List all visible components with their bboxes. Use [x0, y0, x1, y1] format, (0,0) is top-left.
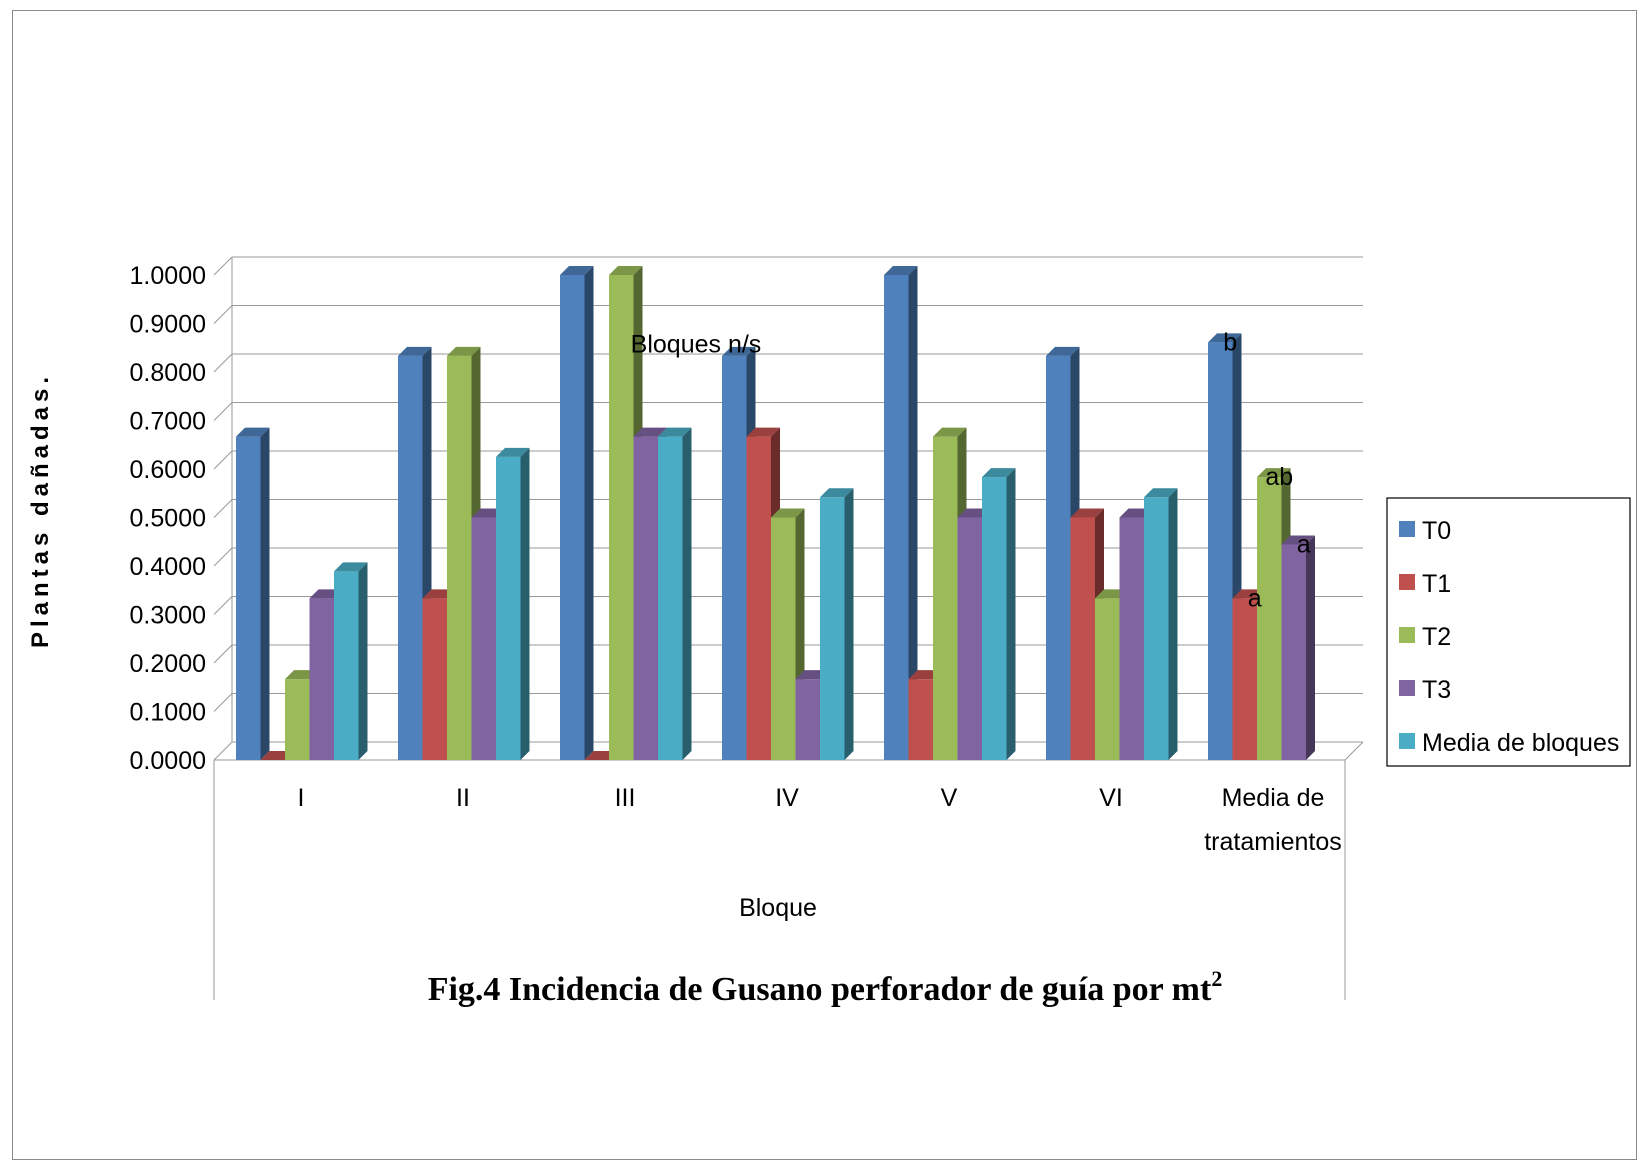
x-tick-label: VI [1099, 784, 1123, 812]
bars [236, 266, 1315, 760]
y-tick-label: 0.9000 [130, 311, 206, 339]
y-tick-label: 0.6000 [130, 456, 206, 484]
legend-label: T1 [1422, 570, 1451, 598]
legend-swatch [1399, 680, 1415, 696]
x-tick-label: IV [775, 784, 799, 812]
bar-media-de-bloques-3 [820, 488, 854, 760]
y-tick-label: 0.2000 [130, 650, 206, 678]
y-tick-label: 0.3000 [130, 602, 206, 630]
chart-title-superscript: 2 [1211, 966, 1222, 991]
legend-label: Media de bloques [1422, 729, 1619, 757]
legend-label: T2 [1422, 623, 1451, 651]
y-tick-label: 1.0000 [130, 262, 206, 290]
bar-media-de-bloques-0 [334, 562, 368, 760]
y-tick-label: 0.5000 [130, 505, 206, 533]
annotation: Bloques n/s [631, 331, 762, 359]
bar-media-de-bloques-2 [658, 427, 692, 760]
legend-swatch [1399, 574, 1415, 590]
bar-media-de-bloques-1 [496, 447, 530, 760]
legend-swatch [1399, 733, 1415, 749]
bar-t3-6 [1281, 535, 1315, 760]
x-axis-ticks: I II III IV V VI Media de tratamientos [298, 784, 1342, 856]
x-tick-label: II [456, 784, 470, 812]
x-tick-label: I [298, 784, 305, 812]
bar-media-de-bloques-4 [982, 468, 1016, 760]
annotation: a [1248, 584, 1262, 612]
y-axis-ticks: 0.0000 0.1000 0.2000 0.3000 0.4000 0.5000 0.60… [130, 262, 206, 775]
y-tick-label: 0.8000 [130, 359, 206, 387]
bar-t0-4 [884, 266, 918, 760]
legend-label: T3 [1422, 676, 1451, 704]
bar-t0-2 [560, 266, 594, 760]
legend-swatch [1399, 627, 1415, 643]
annotation: ab [1265, 463, 1293, 491]
legend-label: T0 [1422, 517, 1451, 545]
annotation: b [1223, 328, 1237, 356]
legend: T0 T1 T2 T3 Media de bloques [1386, 497, 1631, 767]
y-tick-label: 0.4000 [130, 553, 206, 581]
bar-media-de-bloques-5 [1144, 488, 1178, 760]
legend-box [1386, 497, 1631, 767]
annotation: a [1297, 530, 1311, 558]
chart-title: Fig.4 Incidencia de Gusano perforador de… [428, 966, 1223, 1008]
y-tick-label: 0.0000 [130, 747, 206, 775]
y-tick-label: 0.7000 [130, 408, 206, 436]
x-tick-label: III [615, 784, 636, 812]
x-tick-label: Media de tratamientos [1204, 784, 1342, 856]
y-tick-label: 0.1000 [130, 699, 206, 727]
annotations: Bloques n/s b a ab a [631, 328, 1311, 612]
bar-t0-0 [236, 427, 270, 760]
x-axis-label: Bloque [739, 894, 817, 922]
x-tick-label: V [941, 784, 958, 812]
chart-title-text: Fig.4 Incidencia de Gusano perforador de… [428, 971, 1212, 1008]
y-axis-label: Plantas dañadas. [27, 372, 54, 648]
legend-swatch [1399, 521, 1415, 537]
